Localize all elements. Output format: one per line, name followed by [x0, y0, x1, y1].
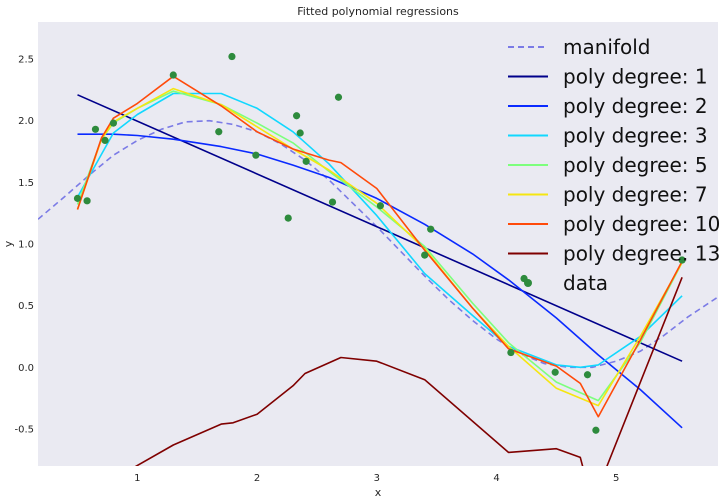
series-line-poly-6: [76, 75, 683, 418]
data-point: [678, 256, 686, 264]
data-point: [296, 129, 304, 137]
data-point: [592, 426, 600, 434]
y-tick-label: 0.0: [18, 363, 34, 374]
data-point: [73, 194, 82, 202]
series-line-poly-7: [134, 277, 683, 466]
data-point: [215, 128, 223, 136]
legend-label: poly degree: 5: [563, 153, 708, 177]
y-tick-label: 0.5: [18, 301, 34, 312]
y-tick-label: 2.0: [18, 116, 34, 127]
y-tick-label: 1.5: [18, 178, 34, 189]
legend-label: poly degree: 13: [563, 242, 720, 266]
x-tick-label: 5: [613, 473, 619, 484]
x-tick-label: 4: [493, 473, 499, 484]
legend-label: manifold: [563, 35, 651, 59]
legend-label: data: [563, 271, 608, 295]
series-line-poly-2: [77, 133, 683, 429]
data-point: [91, 125, 100, 133]
data-point: [83, 197, 91, 205]
x-tick-label: 1: [134, 473, 140, 484]
x-axis-label: x: [375, 486, 382, 499]
y-axis-label: y: [2, 240, 15, 247]
legend-label: poly degree: 1: [563, 65, 708, 89]
data-point: [169, 71, 177, 79]
data-point: [101, 136, 109, 144]
data-point: [583, 371, 592, 379]
data-point: [302, 157, 310, 165]
legend-label: poly degree: 3: [563, 124, 708, 148]
data-point: [109, 119, 118, 127]
series-line-poly-5: [76, 87, 683, 407]
data-point: [507, 348, 515, 357]
data-point: [284, 214, 292, 222]
x-tick-label: 3: [374, 473, 380, 484]
data-point: [551, 368, 559, 376]
data-point: [228, 52, 236, 61]
chart-title: Fitted polynomial regressions: [297, 5, 459, 18]
y-tick-label: 1.0: [18, 240, 34, 251]
data-point: [252, 151, 260, 159]
legend-swatch: [524, 279, 532, 287]
legend: manifold poly degree: 1 poly degree: 2 poly…: [508, 35, 720, 295]
legend-label: poly degree: 2: [563, 94, 708, 118]
axis-ticks: 1 2 3 4 5 -0.5 0.0 0.5 1.0 1.5 2.0 2.5: [14, 55, 619, 485]
series-line-poly-3: [76, 92, 683, 369]
plot-series: [38, 52, 718, 466]
data-point: [421, 251, 429, 259]
x-tick-label: 2: [254, 473, 260, 484]
legend-label: poly degree: 7: [563, 183, 708, 207]
data-point: [376, 202, 384, 210]
data-point: [427, 225, 435, 233]
y-tick-label: -0.5: [14, 425, 34, 436]
data-point: [328, 198, 337, 206]
y-tick-label: 2.5: [18, 55, 34, 66]
legend-label: poly degree: 10: [563, 212, 720, 236]
data-point: [292, 112, 301, 120]
data-point: [334, 93, 343, 101]
